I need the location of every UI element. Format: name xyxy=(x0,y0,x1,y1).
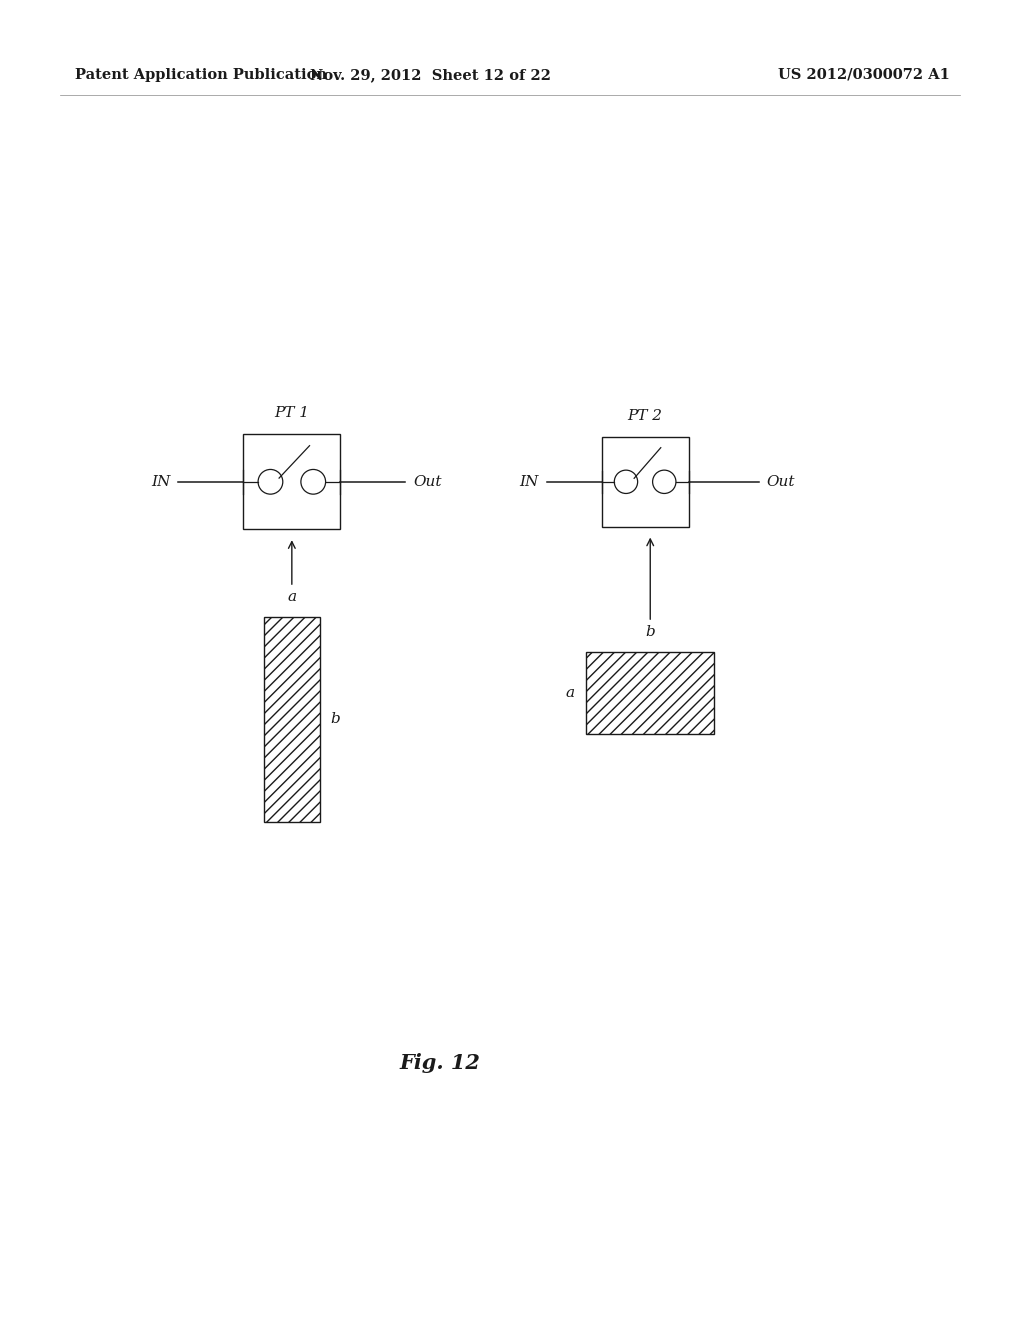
Bar xyxy=(244,434,340,529)
Text: a: a xyxy=(288,590,296,605)
Text: Nov. 29, 2012  Sheet 12 of 22: Nov. 29, 2012 Sheet 12 of 22 xyxy=(309,69,551,82)
Text: b: b xyxy=(330,713,340,726)
Text: IN: IN xyxy=(151,475,170,488)
Text: Out: Out xyxy=(767,475,796,488)
Bar xyxy=(602,437,688,527)
Text: PT 1: PT 1 xyxy=(274,407,309,420)
Text: b: b xyxy=(645,626,655,639)
Text: Out: Out xyxy=(414,475,442,488)
Bar xyxy=(263,618,319,821)
Text: Patent Application Publication: Patent Application Publication xyxy=(75,69,327,82)
Text: US 2012/0300072 A1: US 2012/0300072 A1 xyxy=(778,69,950,82)
Text: IN: IN xyxy=(519,475,539,488)
Text: Fig. 12: Fig. 12 xyxy=(400,1052,480,1073)
Text: PT 2: PT 2 xyxy=(628,409,663,422)
Text: a: a xyxy=(565,686,574,700)
Bar xyxy=(586,652,715,734)
